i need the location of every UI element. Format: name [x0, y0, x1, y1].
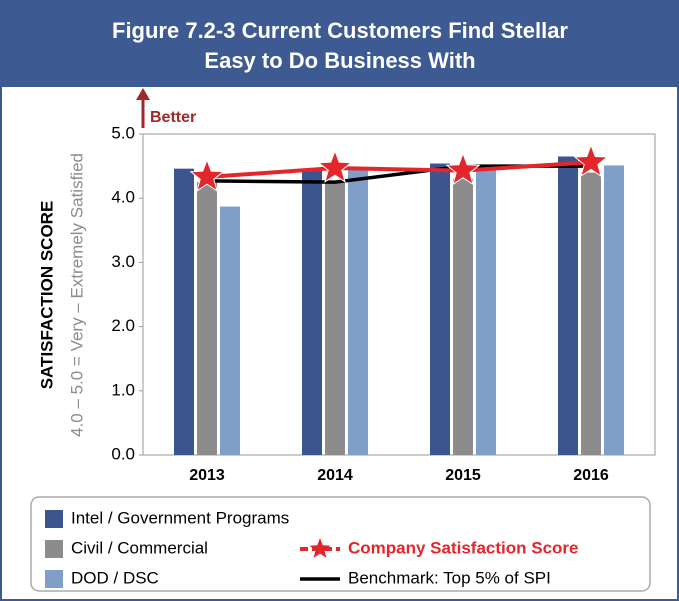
legend-label: Civil / Commercial	[71, 538, 208, 557]
star-marker	[189, 158, 225, 192]
bar	[220, 206, 240, 455]
x-tick-label: 2015	[445, 467, 481, 484]
legend-swatch	[45, 570, 63, 588]
bar	[197, 182, 217, 455]
legend-label: Company Satisfaction Score	[348, 538, 579, 557]
y-tick-label: 3.0	[111, 252, 135, 271]
y-tick-label: 4.0	[111, 188, 135, 207]
bar	[476, 166, 496, 455]
bar	[604, 165, 624, 455]
star-marker	[445, 152, 481, 186]
x-tick-label: 2014	[317, 467, 353, 484]
plot-area	[142, 133, 656, 456]
y-tick-label: 5.0	[111, 123, 135, 142]
legend-swatch	[45, 540, 63, 558]
legend-box	[30, 496, 651, 592]
bar	[348, 169, 368, 455]
y-tick-label: 1.0	[111, 380, 135, 399]
bar	[581, 172, 601, 455]
bar	[325, 182, 345, 455]
star-marker	[317, 149, 353, 183]
legend-star	[309, 538, 331, 558]
series-line	[206, 160, 592, 180]
bar	[302, 168, 322, 455]
y-tick-label: 2.0	[111, 316, 135, 335]
y-axis-label: SATISFACTION SCORE	[37, 201, 56, 390]
legend-label: Intel / Government Programs	[71, 508, 289, 527]
y-tick-label: 0.0	[111, 444, 135, 463]
bar	[453, 178, 473, 455]
chart-title: Easy to Do Business With	[204, 48, 475, 73]
bar	[558, 156, 578, 455]
y-axis-sublabel: 4.0 – 5.0 = Very – Extremely Satisfied	[67, 153, 86, 437]
star-marker	[573, 143, 609, 178]
bar	[174, 168, 194, 455]
legend-swatch	[45, 510, 63, 528]
bar	[430, 163, 450, 456]
legend-label: Benchmark: Top 5% of SPI	[348, 568, 551, 587]
chart-title: Figure 7.2-3 Current Customers Find Stel…	[112, 18, 568, 43]
legend-label: DOD / DSC	[71, 568, 159, 587]
better-arrowhead	[136, 88, 150, 100]
header	[1, 1, 678, 87]
annotation: Better	[150, 109, 196, 126]
x-tick-label: 2016	[573, 467, 609, 484]
x-tick-label: 2013	[189, 467, 225, 484]
